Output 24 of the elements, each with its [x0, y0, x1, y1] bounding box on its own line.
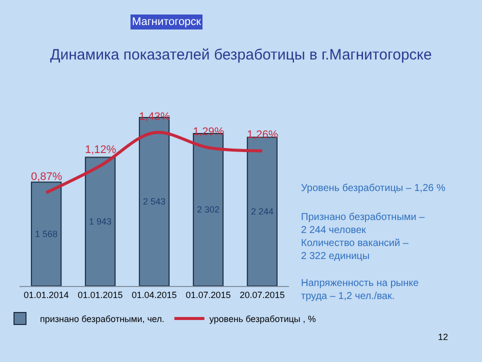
data-label: 1,12%	[85, 144, 116, 156]
bar	[84, 156, 116, 286]
text: 12	[438, 332, 448, 342]
x-tick-label: 01.01.2014	[24, 290, 69, 300]
bar	[30, 182, 62, 286]
data-label: 1,43%	[139, 111, 170, 123]
chart-title: Динамика показателей безработицы в г.Магнитогорске	[50, 46, 432, 64]
data-label: 2 543	[142, 196, 166, 207]
text: Напряженность на рынке труда – 1,2 чел./вак.	[301, 278, 420, 302]
data-label: 0,87%	[31, 171, 62, 183]
data-label: 2 244	[250, 206, 274, 217]
data-label: 1 568	[35, 229, 58, 240]
x-tick-label: 20.07.2015	[240, 290, 285, 300]
legend-label: признано безработными, чел.	[40, 314, 164, 324]
x-tick-label: 01.01.2015	[78, 290, 123, 300]
x-tick-label: 01.04.2015	[132, 290, 177, 300]
data-label: 2 302	[196, 204, 220, 215]
text: Магнитогорск	[132, 16, 202, 28]
legend-label: уровень безработицы , %	[209, 314, 316, 324]
x-tick-label: 01.07.2015	[186, 290, 231, 300]
text: Признано безработными – 2 244 человек	[301, 212, 426, 236]
data-label: 1 943	[88, 216, 112, 227]
text: Количество вакансий – 2 322 единицы	[301, 238, 409, 262]
text: Уровень безработицы – 1,26 %	[301, 183, 446, 194]
